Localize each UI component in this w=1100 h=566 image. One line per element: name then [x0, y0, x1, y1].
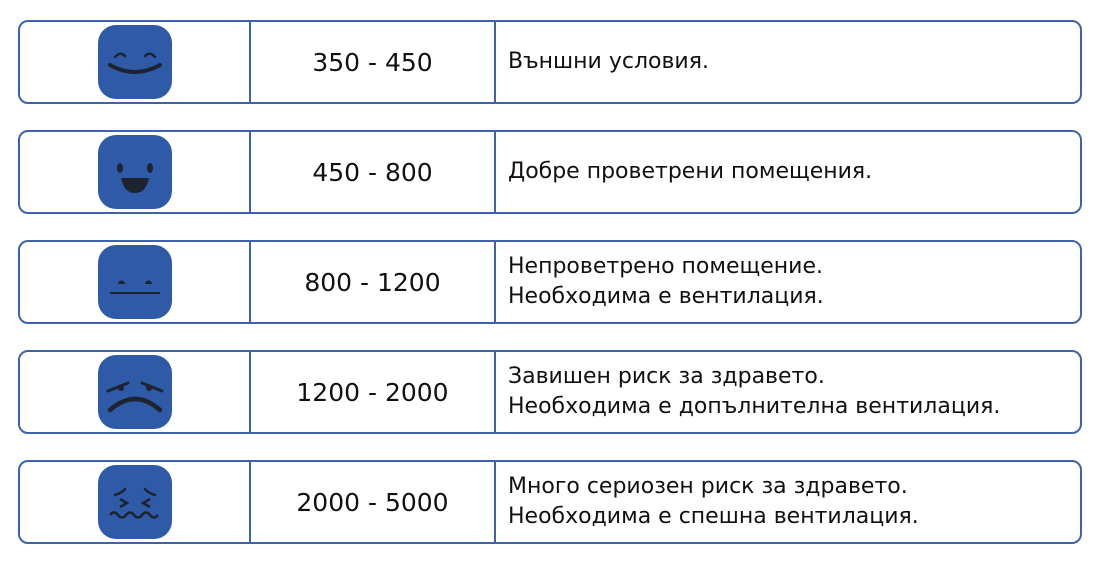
table-row: 350 - 450 Външни условия.	[18, 20, 1082, 104]
icon-cell	[20, 132, 251, 212]
worried-face-icon	[97, 355, 172, 429]
range-cell: 450 - 800	[251, 132, 496, 212]
neutral-face-icon	[97, 245, 172, 319]
description-cell: Непроветрено помещение. Необходима е вент…	[496, 242, 1080, 322]
ppm-range: 450 - 800	[312, 157, 433, 187]
sick-face-icon	[97, 465, 172, 539]
description-line: Завишен риск за здравето.	[508, 364, 825, 389]
ppm-range: 350 - 450	[312, 47, 433, 77]
range-cell: 800 - 1200	[251, 242, 496, 322]
description-line: Необходима е допълнителна вентилация.	[508, 394, 1001, 419]
icon-cell	[20, 22, 251, 102]
icon-cell	[20, 462, 251, 542]
table-row: 800 - 1200 Непроветрено помещение. Необхо…	[18, 240, 1082, 324]
range-cell: 2000 - 5000	[251, 462, 496, 542]
table-row: 1200 - 2000 Завишен риск за здравето. Нео…	[18, 350, 1082, 434]
description-line: Добре проветрени помещения.	[508, 159, 873, 184]
description-cell: Добре проветрени помещения.	[496, 132, 1080, 212]
icon-cell	[20, 352, 251, 432]
description-line: Външни условия.	[508, 49, 709, 74]
range-cell: 1200 - 2000	[251, 352, 496, 432]
ppm-range: 1200 - 2000	[296, 377, 449, 407]
icon-cell	[20, 242, 251, 322]
range-cell: 350 - 450	[251, 22, 496, 102]
description-cell: Завишен риск за здравето. Необходима е до…	[496, 352, 1080, 432]
description-cell: Външни условия.	[496, 22, 1080, 102]
smiling-closed-eyes-face-icon	[97, 25, 172, 99]
description-line: Необходима е спешна вентилация.	[508, 504, 919, 529]
happy-face-icon	[97, 135, 172, 209]
ppm-range: 800 - 1200	[304, 267, 441, 297]
table-row: 450 - 800 Добре проветрени помещения.	[18, 130, 1082, 214]
description-line: Непроветрено помещение.	[508, 254, 823, 279]
ppm-range: 2000 - 5000	[296, 487, 449, 517]
description-line: Много сериозен риск за здравето.	[508, 474, 908, 499]
description-cell: Много сериозен риск за здравето. Необходи…	[496, 462, 1080, 542]
description-line: Необходима е вентилация.	[508, 284, 824, 309]
table-row: 2000 - 5000 Много сериозен риск за здрав…	[18, 460, 1082, 544]
